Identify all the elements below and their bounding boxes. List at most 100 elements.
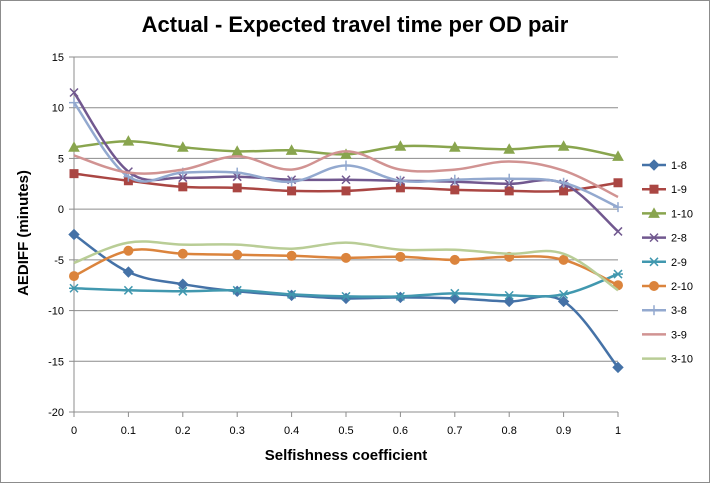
data-point [232,183,242,193]
legend-entry: 2-10 [642,281,693,293]
data-point [177,278,189,290]
legend-label: 3-10 [671,354,693,366]
data-point [395,291,406,301]
data-point [340,148,352,159]
data-point [504,186,514,196]
data-point [176,141,189,152]
data-point [448,141,461,152]
data-point [504,173,515,184]
y-tick-label: 15 [52,52,64,64]
data-point [557,295,570,308]
legend-entry: 1-9 [642,184,687,196]
y-tick-label: 0 [58,204,64,216]
legend-marker [649,184,659,194]
x-tick-label: 1 [615,425,621,437]
data-point [613,202,623,213]
legend-marker [648,159,660,171]
data-point [340,292,352,305]
marker-stroke [69,87,79,98]
data-point [449,288,460,298]
data-point [69,283,79,293]
legend-entry: 3-8 [642,305,687,317]
data-point [123,245,134,256]
data-point [341,186,351,196]
legend-entry: 1-8 [642,159,687,172]
legend-entry: 2-8 [642,233,687,245]
y-tick-label: -10 [48,306,64,318]
data-point [69,271,79,282]
data-point [558,177,569,188]
data-point [450,185,460,195]
data-point [559,186,569,196]
legend-label: 3-8 [671,305,687,317]
data-point [69,87,79,98]
series-line [73,240,619,292]
series-layer [68,87,624,374]
data-point [232,285,243,295]
legend-entry: 3-9 [642,329,687,341]
marker-stroke [178,173,188,183]
y-tick-label: -15 [48,356,64,368]
data-point [613,178,623,188]
data-point [177,286,188,296]
legend-label: 3-9 [671,329,687,341]
series-3-8 [69,97,623,213]
y-tick-label: -20 [48,407,64,419]
marker-stroke [613,226,623,236]
data-point [68,228,80,241]
data-point [69,169,79,179]
data-point [69,97,79,108]
data-point [341,175,351,185]
data-point [503,295,515,308]
legend-label: 1-8 [671,160,687,172]
data-point [558,254,569,265]
data-point [341,252,351,263]
legend-marker [648,207,660,218]
axis-layer: 15 10 5 0 -5 -10 -15 -20 0 0.1 0.2 0.3 0.4 0.5 0.6 0.7 0… [48,52,621,437]
legend-marker [649,281,659,291]
series-line [73,150,619,199]
data-point [68,141,80,152]
legend-label: 2-10 [671,281,693,293]
data-point [449,292,461,305]
data-point [123,285,134,295]
x-tick-label: 0 [71,425,77,437]
x-tick-label: 0.4 [284,425,299,437]
data-point [177,248,188,259]
legend-entry: 3-10 [642,354,693,366]
data-point [232,167,243,178]
x-tick-label: 0.8 [502,425,517,437]
legend-marker [649,305,659,316]
data-point [232,249,243,260]
y-tick-label: 10 [52,103,64,115]
data-point [449,254,460,265]
data-point [612,361,624,374]
x-axis-title: Selfishness coefficient [265,447,428,464]
data-point [341,291,351,301]
marker-stroke [649,233,659,243]
y-tick-label: -5 [54,255,64,267]
series-3-9 [73,150,619,199]
data-point [613,269,623,279]
y-axis-title: AEDIFF (minutes) [15,170,32,296]
data-point [122,135,135,146]
data-point [394,140,407,151]
series-1-9 [69,169,623,196]
series-2-10 [69,245,623,291]
x-tick-label: 0.9 [556,425,571,437]
data-point [613,226,623,236]
data-point [178,182,188,192]
legend-label: 1-9 [671,184,687,196]
x-tick-label: 0.1 [121,425,136,437]
data-point [395,251,406,262]
data-point [557,140,570,151]
marker-stroke [504,179,514,189]
legend-entry: 1-10 [642,207,693,220]
data-point [287,186,297,196]
legend: 1-8 1-9 1-10 2-8 2-9 2-10 3-8 3-9 3-10 [642,159,693,366]
x-tick-label: 0.6 [393,425,408,437]
series-1-10 [68,135,624,161]
marker-stroke [341,175,351,185]
x-tick-label: 0.5 [338,425,353,437]
